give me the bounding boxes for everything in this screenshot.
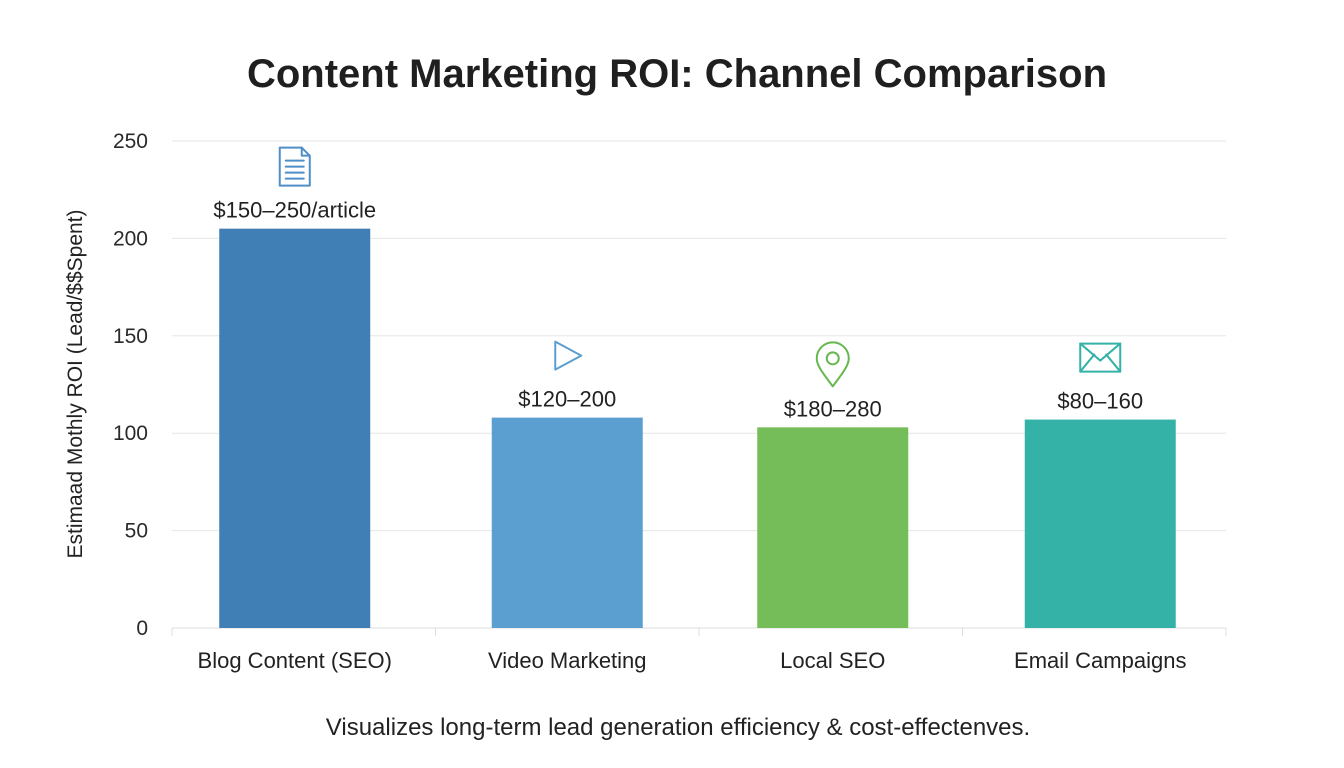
category-label: Video Marketing <box>488 648 647 673</box>
bar-0 <box>219 228 371 628</box>
document-icon <box>278 146 311 187</box>
label-layer: $150–250/article Blog Content (SEO) $120–2… <box>198 146 1186 673</box>
y-tick-label: 100 <box>113 422 148 445</box>
bar-layer <box>219 228 1176 628</box>
play-icon <box>554 340 583 371</box>
y-tick-label: 150 <box>113 325 148 348</box>
y-tick-label: 200 <box>113 227 148 250</box>
data-label: $80–160 <box>1057 389 1143 414</box>
y-tick-label: 0 <box>136 617 148 640</box>
data-label: $150–250/article <box>213 198 376 223</box>
data-label: $180–280 <box>784 396 882 421</box>
y-tick-label: 50 <box>125 520 148 543</box>
bar-1 <box>491 417 643 628</box>
bar-3 <box>1024 419 1176 628</box>
category-label: Email Campaigns <box>1014 648 1186 673</box>
y-axis-label: Estimaad Mothly ROI (Lead/$$Spent) <box>64 209 87 558</box>
data-label: $120–200 <box>518 387 616 412</box>
chart-caption: Visualizes long-term lead generation eff… <box>326 714 1030 741</box>
y-tick-label: 250 <box>113 130 148 153</box>
bar-2 <box>757 427 909 628</box>
category-label: Local SEO <box>780 648 885 673</box>
category-label: Blog Content (SEO) <box>198 648 392 673</box>
chart-title: Content Marketing ROI: Channel Compariso… <box>247 52 1107 96</box>
envelope-icon <box>1079 342 1122 373</box>
map-pin-icon <box>815 341 850 388</box>
